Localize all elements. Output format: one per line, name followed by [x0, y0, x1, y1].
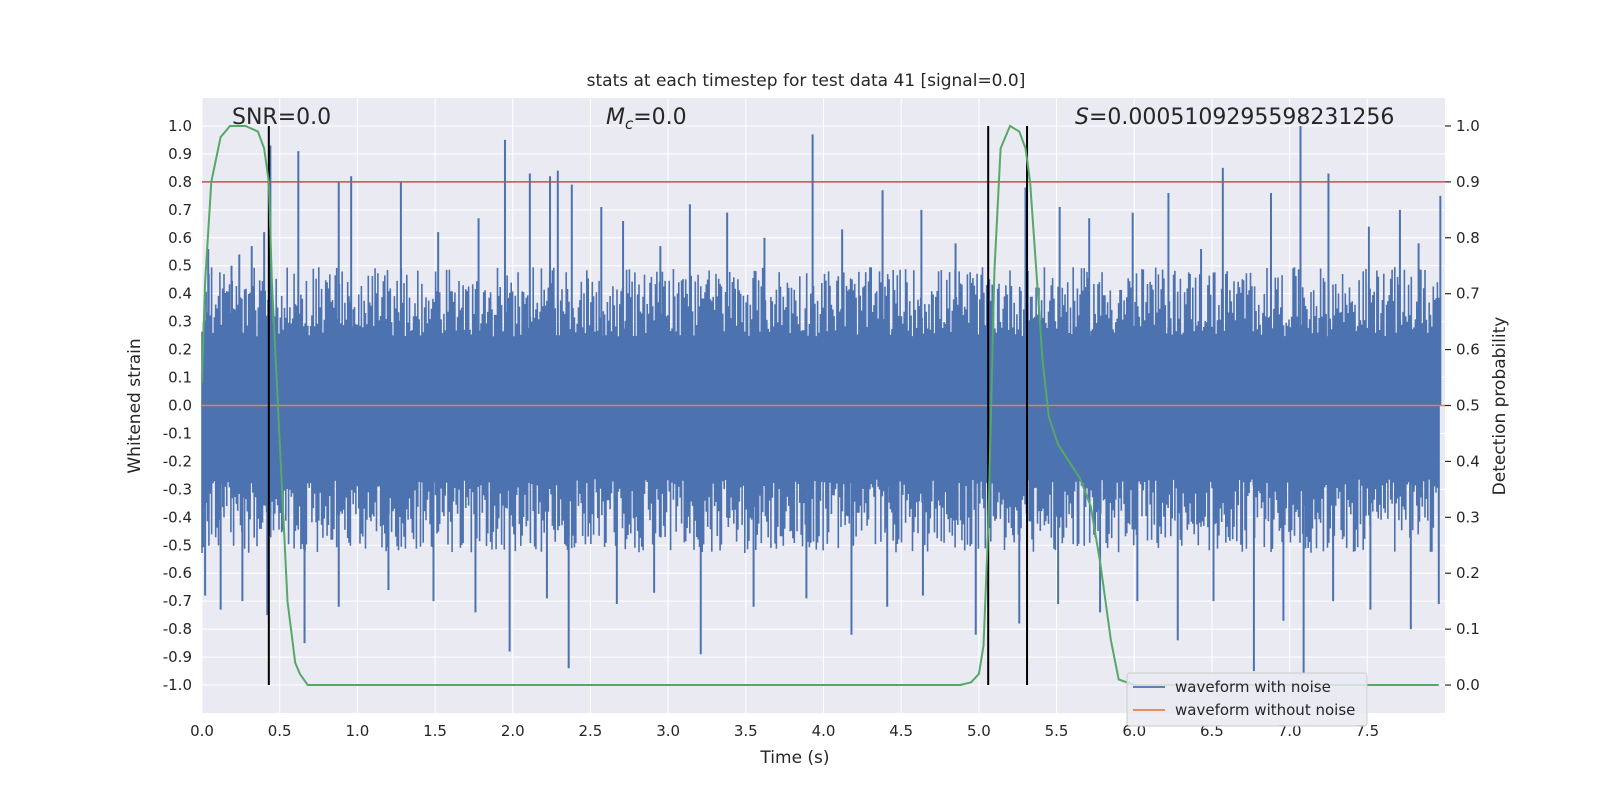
x-tick-label: 4.5 — [889, 722, 913, 740]
y-tick-label: -0.7 — [163, 592, 192, 610]
snr-value: 0.0 — [296, 105, 331, 130]
y2-tick-label: 1.0 — [1456, 117, 1480, 135]
y-tick-label: 0.8 — [168, 173, 192, 191]
s-symbol: S — [1075, 105, 1089, 130]
y2-tick-label: 0.0 — [1456, 676, 1480, 694]
y-tick-label: 0.4 — [168, 285, 192, 303]
x-tick-label: 5.0 — [967, 722, 991, 740]
y-tick-label: 0.7 — [168, 201, 192, 219]
mc-subscript: c — [625, 115, 634, 133]
y-tick-label: 0.6 — [168, 229, 192, 247]
y-tick-label: 0.9 — [168, 145, 192, 163]
y-tick-label: -0.9 — [163, 648, 192, 666]
x-tick-label: 5.5 — [1045, 722, 1069, 740]
y2-tick-label: 0.5 — [1456, 397, 1480, 415]
y2-tick-label: 0.6 — [1456, 341, 1480, 359]
legend-label-noise: waveform with noise — [1175, 678, 1331, 696]
y-tick-label: -0.2 — [163, 452, 192, 470]
s-annotation: S=0.000510929559823125​6 — [1075, 105, 1394, 130]
x-tick-label: 0.5 — [268, 722, 292, 740]
y-tick-label: 1.0 — [168, 117, 192, 135]
snr-annotation: SNR=0.0 — [232, 105, 331, 130]
y-axis-ticks: 1.0 0.9 0.8 0.7 0.6 0.5 0.4 0.3 0.2 0.1 0.0 -0.1 -0.… — [163, 117, 192, 694]
y-tick-label: -1.0 — [163, 676, 192, 694]
y2-tick-label: 0.8 — [1456, 229, 1480, 247]
y-tick-label: 0.0 — [168, 397, 192, 415]
x-tick-label: 3.5 — [734, 722, 758, 740]
x-tick-label: 2.5 — [579, 722, 603, 740]
mc-symbol: M — [606, 105, 625, 130]
y-tick-label: -0.6 — [163, 564, 192, 582]
series-detection-probability — [201, 124, 1439, 686]
y-tick-label: 0.1 — [168, 369, 192, 387]
x-axis-label: Time (s) — [759, 748, 829, 768]
legend-box — [1126, 672, 1368, 727]
y2-tick-label: 0.9 — [1456, 173, 1480, 191]
trigger-markers — [267, 125, 1029, 686]
mc-value: =0.0 — [633, 105, 686, 130]
x-tick-label: 0.0 — [190, 722, 214, 740]
y-tick-label: 0.5 — [168, 257, 192, 275]
y2-tick-label: 0.3 — [1456, 508, 1480, 526]
y-tick-label: 0.3 — [168, 313, 192, 331]
y2-axis-ticks: 1.0 0.9 0.8 0.7 0.6 0.5 0.4 0.3 0.2 0.1 0.0 — [1445, 117, 1480, 694]
y-tick-label: -0.1 — [163, 424, 192, 442]
y-tick-label: -0.5 — [163, 536, 192, 554]
x-tick-label: 4.0 — [812, 722, 836, 740]
x-tick-label: 1.0 — [345, 722, 369, 740]
chart-title: stats at each timestep for test data 41 … — [587, 71, 1026, 91]
y2-tick-label: 0.7 — [1456, 285, 1480, 303]
legend: waveform with noise waveform without noi… — [1126, 672, 1368, 727]
y-tick-label: -0.3 — [163, 480, 192, 498]
snr-prefix: SNR= — [232, 105, 296, 130]
y-axis-label: Whitened strain — [125, 338, 145, 473]
x-tick-label: 1.5 — [423, 722, 447, 740]
y2-tick-label: 0.4 — [1456, 452, 1480, 470]
y-tick-label: -0.8 — [163, 620, 192, 638]
y2-axis-label: Detection probability — [1490, 317, 1510, 496]
y-tick-label: -0.4 — [163, 508, 192, 526]
s-value: =0.000510929559823125​6 — [1089, 105, 1394, 130]
x-tick-label: 3.0 — [656, 722, 680, 740]
legend-label-clean: waveform without noise — [1175, 701, 1355, 719]
y-tick-label: 0.2 — [168, 341, 192, 359]
y2-tick-label: 0.1 — [1456, 620, 1480, 638]
x-tick-label: 2.0 — [501, 722, 525, 740]
y2-tick-label: 0.2 — [1456, 564, 1480, 582]
noise-waveform — [201, 125, 1442, 674]
mc-annotation: Mc=0.0 — [606, 105, 687, 133]
